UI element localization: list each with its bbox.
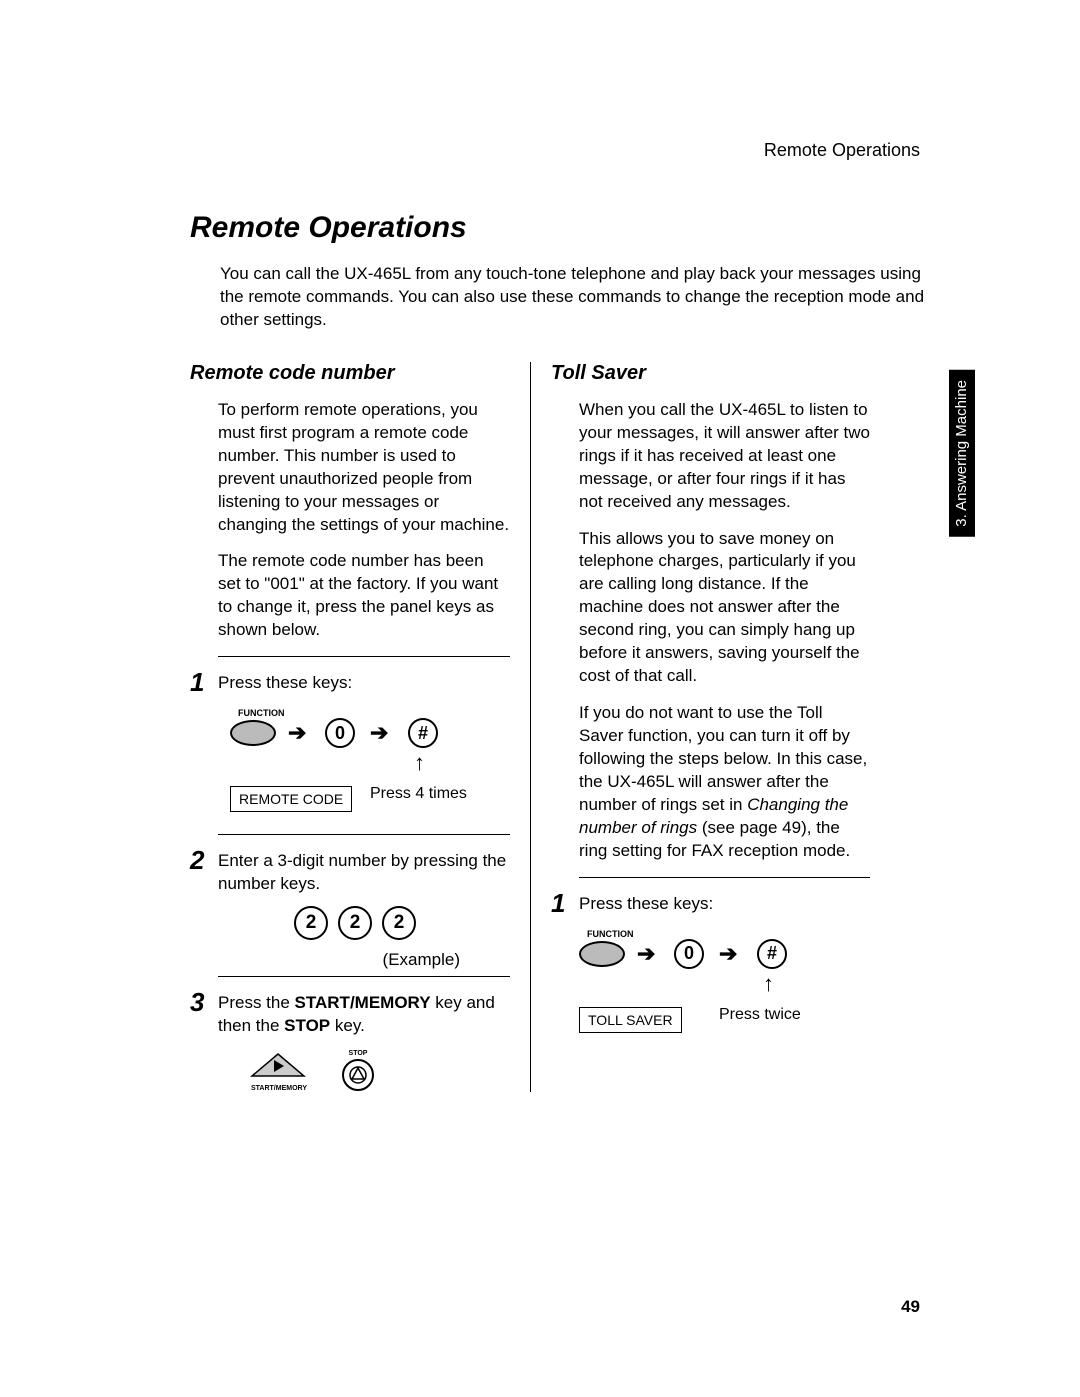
remote-code-title: Remote code number xyxy=(190,362,510,385)
example-label: (Example) xyxy=(230,950,480,970)
function-key-icon xyxy=(230,720,276,746)
arrow-right-icon: ➔ xyxy=(719,941,737,967)
left-column: Remote code number To perform remote ope… xyxy=(190,362,530,1092)
toll-saver-p1: When you call the UX-465L to listen to y… xyxy=(579,399,870,514)
press-4-times-note: Press 4 times xyxy=(370,784,467,803)
right-step-1: 1 Press these keys: xyxy=(551,888,870,919)
remote-code-p1: To perform remote operations, you must f… xyxy=(218,399,510,537)
arrow-right-icon: ➔ xyxy=(637,941,655,967)
toll-saver-p2: This allows you to save money on telepho… xyxy=(579,528,870,689)
function-label: FUNCTION xyxy=(587,929,634,939)
step-2: 2 Enter a 3-digit number by pressing the… xyxy=(190,845,510,896)
step-number: 1 xyxy=(190,667,218,698)
divider xyxy=(579,877,870,878)
remote-code-p2: The remote code number has been set to "… xyxy=(218,550,510,642)
toll-saver-title: Toll Saver xyxy=(551,362,870,385)
step-3-text: Press the START/MEMORY key and then the … xyxy=(218,987,510,1038)
step-1: 1 Press these keys: xyxy=(190,667,510,698)
step-number: 3 xyxy=(190,987,218,1018)
hash-key-icon: # xyxy=(757,939,787,969)
page-container: Remote Operations Remote Operations You … xyxy=(0,0,1080,1172)
step-number: 1 xyxy=(551,888,579,919)
stop-circle-icon xyxy=(342,1059,374,1091)
step-1-text: Press these keys: xyxy=(218,667,352,695)
start-memory-label: START/MEMORY xyxy=(250,1085,308,1092)
intro-paragraph: You can call the UX-465L from any touch-… xyxy=(220,263,930,332)
function-key-icon xyxy=(579,941,625,967)
hash-key-icon: # xyxy=(408,718,438,748)
example-keys-diagram: 2 2 2 (Example) xyxy=(230,906,480,970)
start-memory-shape-icon xyxy=(250,1050,306,1078)
arrow-right-icon: ➔ xyxy=(288,720,306,746)
key-row: 2 2 2 xyxy=(230,906,480,940)
stop-key-icon: STOP xyxy=(338,1050,378,1091)
key-sequence-diagram-right: FUNCTION ➔ 0 ➔ # ↑ TOLL SAVER Press twic… xyxy=(579,929,859,1049)
chapter-tab: 3. Answering Machine xyxy=(949,370,975,537)
start-stop-diagram: START/MEMORY STOP xyxy=(250,1050,510,1092)
stop-label: STOP xyxy=(338,1050,378,1057)
zero-key-icon: 0 xyxy=(325,718,355,748)
right-step-1-text: Press these keys: xyxy=(579,888,713,916)
divider xyxy=(218,656,510,657)
step-3: 3 Press the START/MEMORY key and then th… xyxy=(190,987,510,1038)
arrow-up-icon: ↑ xyxy=(414,750,425,776)
press-twice-note: Press twice xyxy=(719,1005,801,1024)
main-title: Remote Operations xyxy=(190,211,930,245)
function-label: FUNCTION xyxy=(238,708,285,718)
two-key-icon: 2 xyxy=(294,906,328,940)
stop-symbol-icon xyxy=(349,1066,367,1084)
header-section-name: Remote Operations xyxy=(190,140,930,161)
divider xyxy=(218,976,510,977)
toll-saver-p3: If you do not want to use the Toll Saver… xyxy=(579,702,870,863)
arrow-right-icon: ➔ xyxy=(370,720,388,746)
start-memory-key-icon: START/MEMORY xyxy=(250,1050,308,1092)
divider xyxy=(218,834,510,835)
two-column-layout: Remote code number To perform remote ope… xyxy=(190,362,930,1092)
two-key-icon: 2 xyxy=(382,906,416,940)
right-column: Toll Saver When you call the UX-465L to … xyxy=(530,362,870,1092)
two-key-icon: 2 xyxy=(338,906,372,940)
key-sequence-diagram-1: FUNCTION ➔ 0 ➔ # ↑ REMOTE CODE Press 4 t… xyxy=(230,708,500,828)
toll-saver-box: TOLL SAVER xyxy=(579,1007,682,1033)
zero-key-icon: 0 xyxy=(674,939,704,969)
remote-code-box: REMOTE CODE xyxy=(230,786,352,812)
step-2-text: Enter a 3-digit number by pressing the n… xyxy=(218,845,510,896)
step-number: 2 xyxy=(190,845,218,876)
arrow-up-icon: ↑ xyxy=(763,971,774,997)
page-number: 49 xyxy=(901,1297,920,1317)
